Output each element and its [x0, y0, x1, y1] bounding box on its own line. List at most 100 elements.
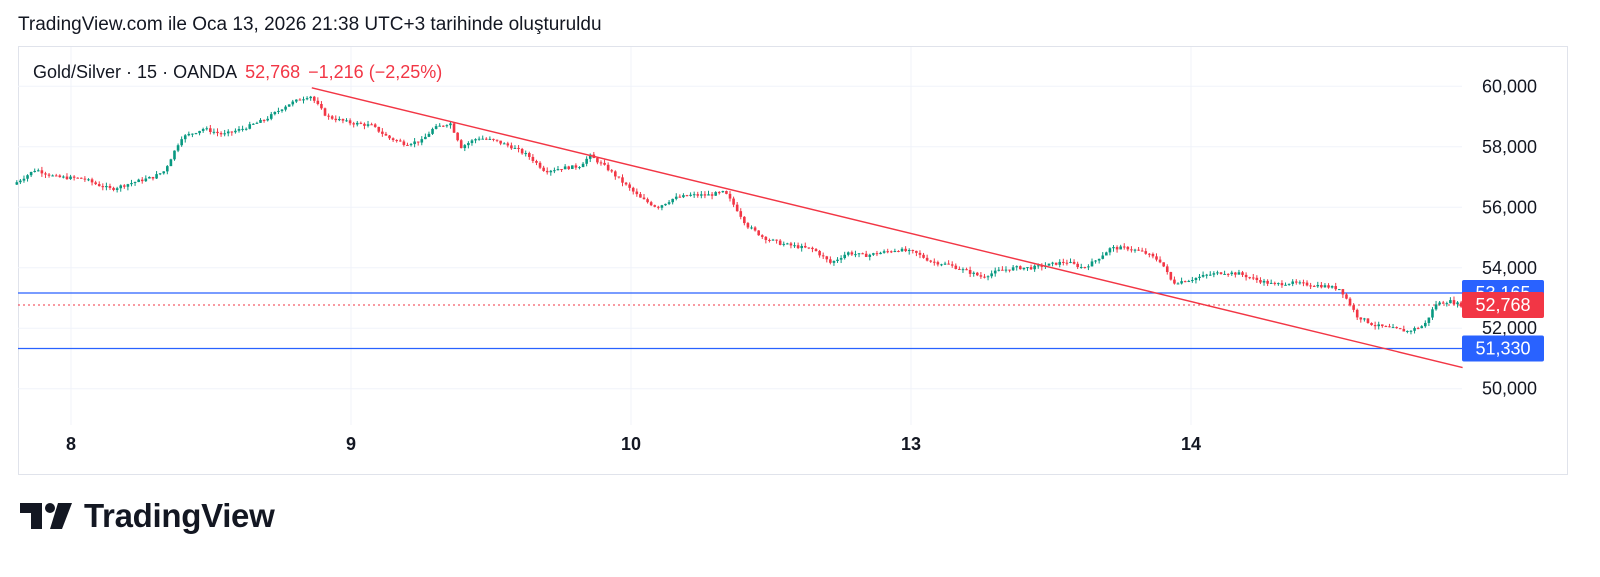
candle-body — [678, 196, 682, 198]
candle-body — [94, 182, 97, 185]
candle-body — [1391, 327, 1395, 329]
candle-body — [717, 192, 721, 194]
candle-body — [44, 173, 47, 175]
candle-body — [897, 250, 900, 252]
candle-body — [635, 191, 639, 195]
trendline — [311, 87, 1463, 369]
candle-body — [119, 185, 123, 189]
candle-body — [1259, 280, 1262, 283]
candle-body — [1280, 283, 1284, 286]
candle-body — [22, 178, 26, 181]
candle-body — [502, 143, 506, 145]
candle-body — [1302, 282, 1305, 284]
candle-body — [302, 99, 305, 101]
candle-body — [1151, 253, 1155, 257]
candle-body — [961, 269, 965, 271]
candle-body — [1122, 246, 1126, 248]
candle-body — [137, 179, 140, 183]
candle-body — [1427, 317, 1431, 323]
candle-body — [338, 118, 341, 121]
candle-body — [234, 130, 237, 133]
candle-body — [284, 106, 287, 110]
tradingview-logo[interactable]: TradingView — [20, 497, 275, 535]
candle-body — [1004, 269, 1008, 271]
candle-body — [434, 126, 438, 129]
candle-body — [1219, 272, 1223, 275]
candle-body — [126, 184, 130, 187]
candle-body — [628, 184, 631, 188]
legend-interval[interactable]: 15 — [137, 62, 158, 82]
x-tick-label: 8 — [66, 434, 76, 454]
candle-body — [1273, 282, 1277, 284]
legend-exchange: OANDA — [173, 62, 238, 82]
candle-body — [1144, 251, 1148, 254]
candle-body — [750, 227, 753, 229]
candle-body — [1162, 262, 1165, 267]
candle-body — [793, 245, 796, 247]
price-label-box — [1462, 335, 1544, 362]
candle-body — [972, 272, 976, 274]
candle-body — [345, 120, 348, 122]
price-label-box — [1462, 292, 1544, 319]
candle-body — [531, 156, 535, 161]
candle-body — [556, 169, 560, 171]
candle-body — [223, 133, 226, 135]
candle-body — [169, 159, 173, 167]
candle-body — [1094, 260, 1097, 262]
candle-body — [721, 191, 725, 193]
candle-body — [757, 230, 760, 236]
candle-body — [262, 119, 266, 121]
candle-body — [1194, 277, 1198, 281]
candle-body — [811, 247, 814, 250]
candle-body — [1165, 266, 1169, 273]
chart-frame[interactable] — [18, 46, 1568, 475]
candle-body — [854, 254, 857, 256]
candle-body — [477, 138, 481, 140]
candle-body — [76, 177, 80, 179]
candle-body — [273, 111, 277, 115]
candle-body — [158, 173, 162, 175]
candle-body — [1341, 289, 1345, 295]
candle-body — [571, 165, 574, 169]
candle-body — [1112, 247, 1115, 249]
candle-body — [696, 194, 700, 196]
candle-body — [954, 265, 958, 269]
candle-body — [807, 247, 811, 249]
candle-body — [492, 138, 495, 140]
candle-body — [298, 99, 302, 101]
candle-body — [617, 176, 621, 178]
candle-body — [424, 136, 427, 140]
candle-body — [958, 268, 961, 270]
candle-body — [904, 248, 907, 252]
candle-body — [879, 252, 882, 255]
candle-body — [775, 239, 778, 241]
candle-body — [1320, 285, 1323, 288]
candle-body — [488, 138, 492, 140]
legend-symbol[interactable]: Gold/Silver — [33, 62, 122, 82]
candle-body — [918, 252, 922, 255]
price-label: 52,768 — [1475, 295, 1530, 315]
candle-body — [474, 139, 477, 141]
candle-body — [674, 196, 678, 199]
candle-body — [1287, 283, 1291, 285]
candle-body — [1384, 326, 1388, 328]
candle-body — [463, 145, 467, 149]
candle-body — [1363, 318, 1366, 320]
candle-body — [574, 165, 578, 168]
candle-body — [1201, 275, 1205, 277]
tradingview-logo-icon — [20, 503, 72, 529]
price-chart[interactable]: 8 9 10 13 14 50,000 52,000 54,000 56,000 58,000 6… — [0, 0, 1600, 480]
candle-body — [166, 166, 169, 172]
candle-body — [481, 138, 485, 140]
candle-body — [1140, 250, 1144, 252]
candle-body — [26, 175, 29, 179]
candle-body — [133, 182, 137, 184]
candle-body — [1119, 246, 1122, 250]
candle-body — [402, 141, 406, 145]
candle-body — [1266, 280, 1269, 284]
candle-body — [123, 185, 126, 187]
candle-body — [983, 276, 986, 278]
candle-body — [1019, 266, 1022, 270]
candle-body — [528, 153, 531, 157]
candle-body — [1248, 277, 1251, 279]
